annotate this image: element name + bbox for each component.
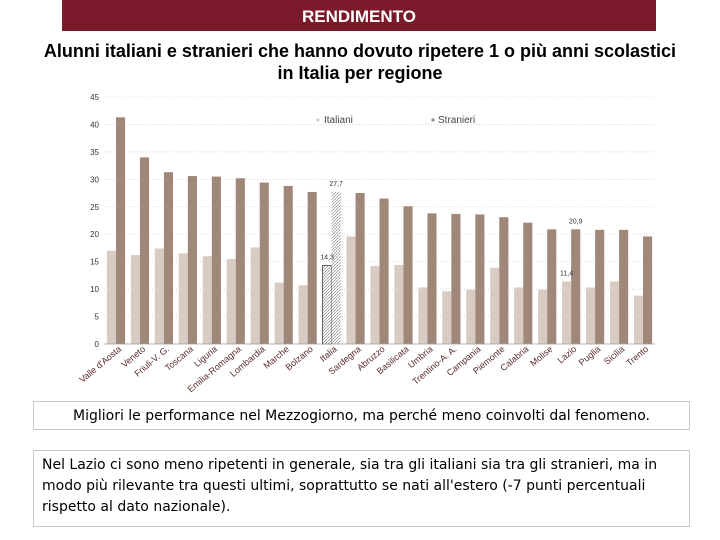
y-tick-label: 10 — [90, 285, 99, 294]
x-tick-label: Sicilia — [602, 344, 626, 367]
bar-stranieri — [211, 176, 221, 344]
bar-chart: 0 5 10 15 20 25 30 35 40 45 27,7 14,3 20,9 11,4 Vall… — [77, 93, 655, 394]
bar-stranieri — [451, 213, 461, 344]
bar-stranieri — [163, 172, 173, 344]
bar-stranieri — [379, 198, 389, 344]
bar-italiani — [298, 285, 308, 344]
bar-italiani — [633, 295, 644, 344]
data-label: 27,7 — [329, 181, 343, 188]
bar-stranieri — [259, 182, 269, 344]
bar-stranieri — [403, 206, 413, 344]
bar-stranieri — [307, 191, 317, 344]
bar-stranieri — [427, 213, 437, 344]
bar-italiani — [586, 287, 596, 344]
bar-stranieri — [187, 176, 197, 344]
y-tick-label: 35 — [90, 148, 99, 157]
x-tick-label: Lazio — [556, 344, 579, 365]
bar-italiani — [154, 248, 164, 344]
bar-stranieri — [595, 229, 605, 344]
bar-italiani — [202, 256, 212, 344]
note-lazio: Nel Lazio ci sono meno ripetenti in gene… — [33, 450, 690, 527]
page-banner: RENDIMENTO — [62, 0, 656, 31]
bar-italiani — [226, 258, 236, 344]
bar-stranieri — [619, 229, 629, 344]
bars — [106, 117, 653, 345]
bar-stranieri — [235, 178, 245, 344]
legend-label-stranieri: Stranieri — [438, 115, 475, 126]
bar-italiani — [609, 281, 620, 344]
bar-stranieri — [331, 191, 341, 344]
bar-stranieri — [283, 185, 293, 344]
bar-stranieri — [571, 229, 581, 344]
legend-label-italiani: Italiani — [324, 115, 353, 126]
bar-stranieri — [355, 193, 365, 344]
bar-italiani — [178, 253, 188, 344]
bar-stranieri — [139, 157, 150, 344]
bar-italiani — [394, 264, 404, 344]
bar-italiani — [562, 281, 572, 344]
x-tick-label: Trento — [624, 344, 650, 368]
y-tick-label: 40 — [90, 120, 99, 129]
y-tick-label: 45 — [90, 93, 99, 102]
bar-italiani — [322, 265, 332, 345]
bar-stranieri — [475, 214, 485, 344]
bar-italiani — [346, 236, 356, 344]
y-axis: 0 5 10 15 20 25 30 35 40 45 — [90, 93, 99, 349]
bar-stranieri — [547, 229, 557, 344]
bar-stranieri — [115, 117, 126, 344]
y-tick-label: 5 — [95, 313, 100, 322]
data-label: 20,9 — [569, 218, 583, 225]
bar-italiani — [442, 291, 452, 344]
y-tick-label: 25 — [90, 203, 99, 212]
y-tick-label: 0 — [95, 340, 100, 349]
bar-italiani — [514, 287, 524, 344]
data-labels: 27,7 14,3 20,9 11,4 — [320, 181, 582, 277]
x-tick-label: Puglia — [577, 344, 603, 368]
bar-italiani — [274, 282, 284, 344]
bar-italiani — [490, 267, 500, 344]
x-tick-label: Molise — [528, 344, 554, 368]
y-tick-label: 20 — [90, 230, 99, 239]
x-tick-label: Valle d'Aosta — [77, 344, 123, 385]
bar-stranieri — [499, 217, 509, 344]
bar-stranieri — [523, 222, 533, 344]
chart-title: Alunni italiani e stranieri che hanno do… — [43, 41, 677, 83]
legend-marker-stranieri — [431, 118, 435, 122]
bar-stranieri — [643, 236, 653, 344]
legend-marker-italiani — [316, 118, 320, 122]
bar-italiani — [370, 266, 380, 344]
bar-italiani — [106, 250, 116, 344]
bar-italiani — [130, 255, 140, 344]
note-mezzogiorno: Migliori le performance nel Mezzogiorno,… — [33, 401, 690, 430]
bar-italiani — [466, 289, 476, 344]
data-label: 14,3 — [320, 255, 334, 262]
y-tick-label: 15 — [90, 258, 99, 267]
bar-italiani — [538, 289, 548, 344]
x-tick-label: Bolzano — [284, 344, 315, 373]
legend: Italiani Stranieri — [316, 115, 475, 126]
data-label: 11,4 — [560, 270, 573, 277]
bar-italiani — [418, 287, 428, 344]
bar-italiani — [250, 247, 260, 344]
y-tick-label: 30 — [90, 175, 99, 184]
